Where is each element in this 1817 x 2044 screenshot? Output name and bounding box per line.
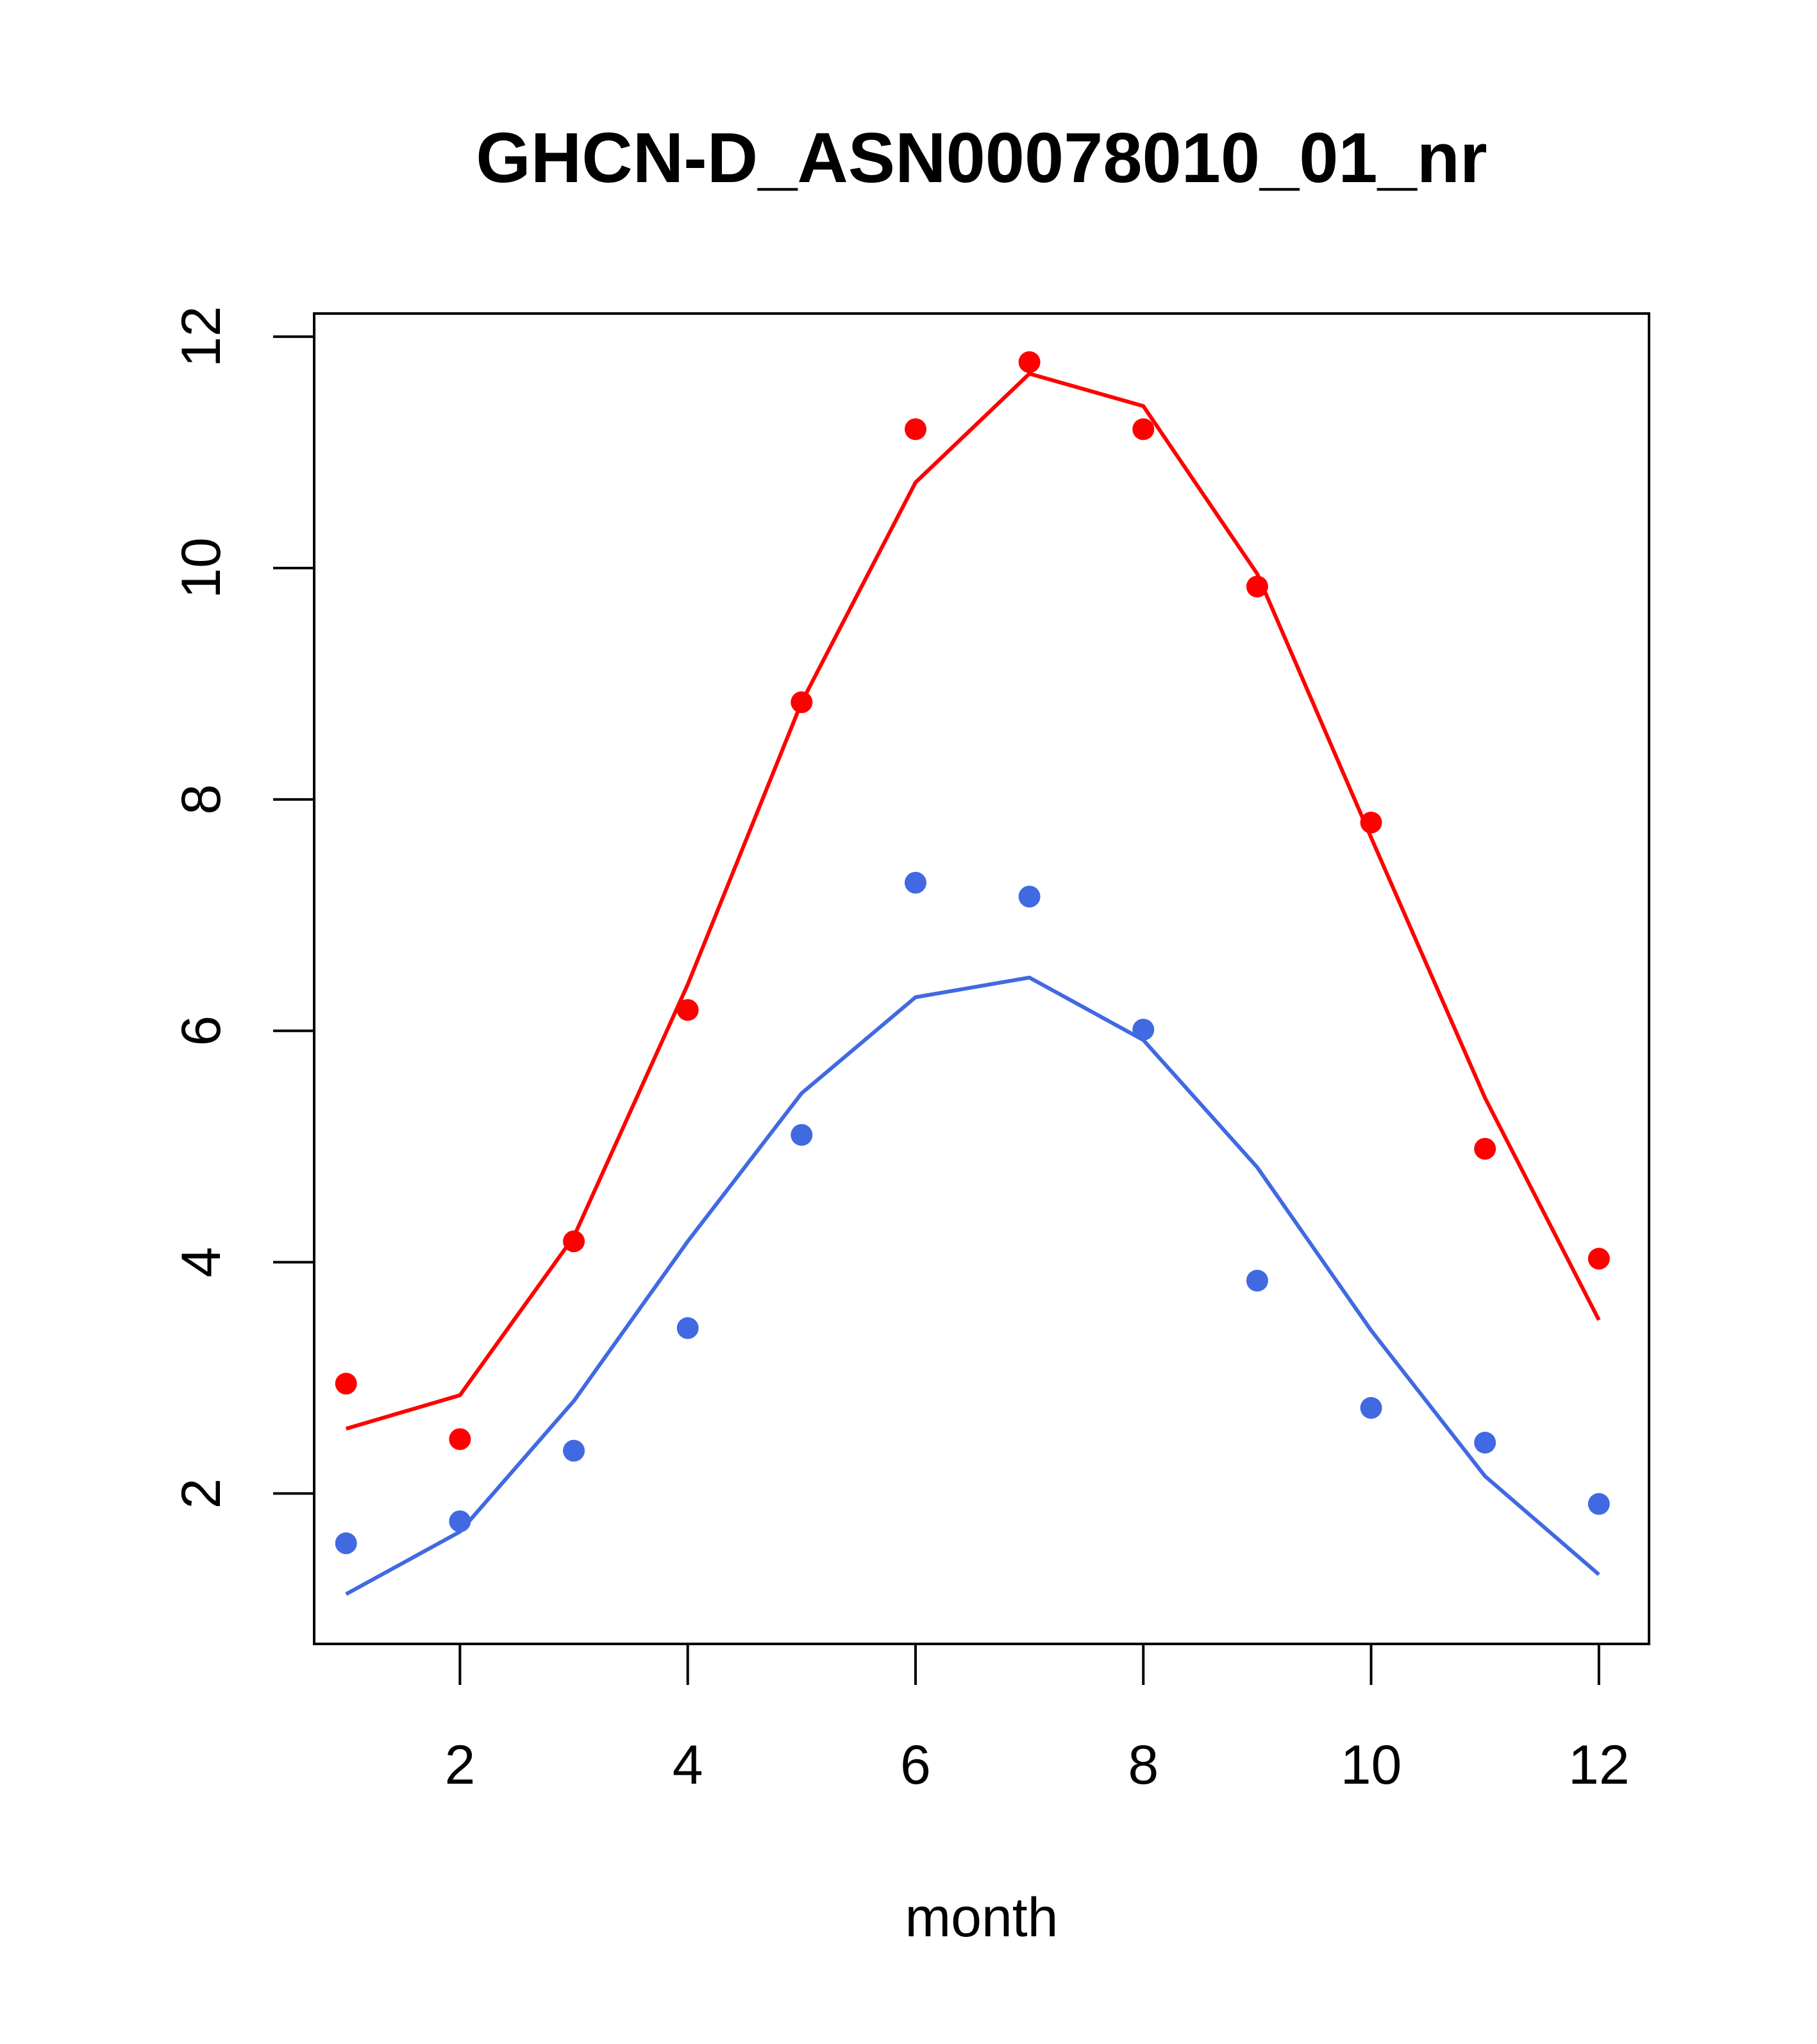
series-2-line [345,975,1600,1596]
series-2-point [1587,1493,1610,1515]
series-1-line [345,371,1601,1431]
series-1-point [791,691,813,714]
x-tick-label: 2 [444,1734,475,1796]
series-1-point [1474,1137,1496,1160]
series-2-point [1018,885,1041,908]
series-2-point [1132,1018,1155,1041]
x-tick-label: 8 [1128,1734,1159,1796]
x-tick-label: 4 [673,1734,703,1796]
series-1 [335,351,1610,1450]
y-tick-label: 2 [171,1479,232,1509]
series-2-point [791,1124,813,1146]
series-2-point [1246,1269,1268,1292]
y-tick-label: 8 [171,784,232,815]
x-tick-label: 10 [1341,1734,1402,1796]
series-2-point [335,1532,357,1555]
series-2-point [563,1439,585,1462]
plot-frame [313,312,1650,1645]
x-tick-label: 12 [1568,1734,1630,1796]
series-1-point [1360,811,1382,834]
y-tick-label: 4 [171,1247,232,1278]
series-2-point [904,871,926,894]
series-1-point [904,418,926,440]
x-axis-label: month [905,1887,1058,1948]
chart-title: GHCN-D_ASN00078010_01_nr [476,119,1487,197]
series-1-point [335,1373,357,1395]
y-tick-label: 6 [171,1016,232,1046]
series-2 [335,871,1610,1596]
series-2-point [676,1317,699,1339]
y-tick-label: 12 [171,306,232,367]
series-layer [335,351,1610,1596]
series-1-point [563,1230,585,1253]
series-2-point [1360,1396,1382,1419]
series-1-point [1018,351,1041,373]
y-tick-label: 10 [171,537,232,599]
x-tick-label: 6 [900,1734,931,1796]
series-1-point [449,1428,471,1450]
x-axis: 2 4 6 8 10 12 [444,1643,1630,1796]
series-1-point [676,999,699,1021]
series-1-point [1246,575,1268,598]
y-axis: 2 4 6 8 10 12 [171,306,315,1509]
series-2-point [1474,1432,1496,1454]
series-2-point [449,1510,471,1532]
series-1-point [1587,1248,1610,1270]
series-1-point [1132,418,1155,440]
